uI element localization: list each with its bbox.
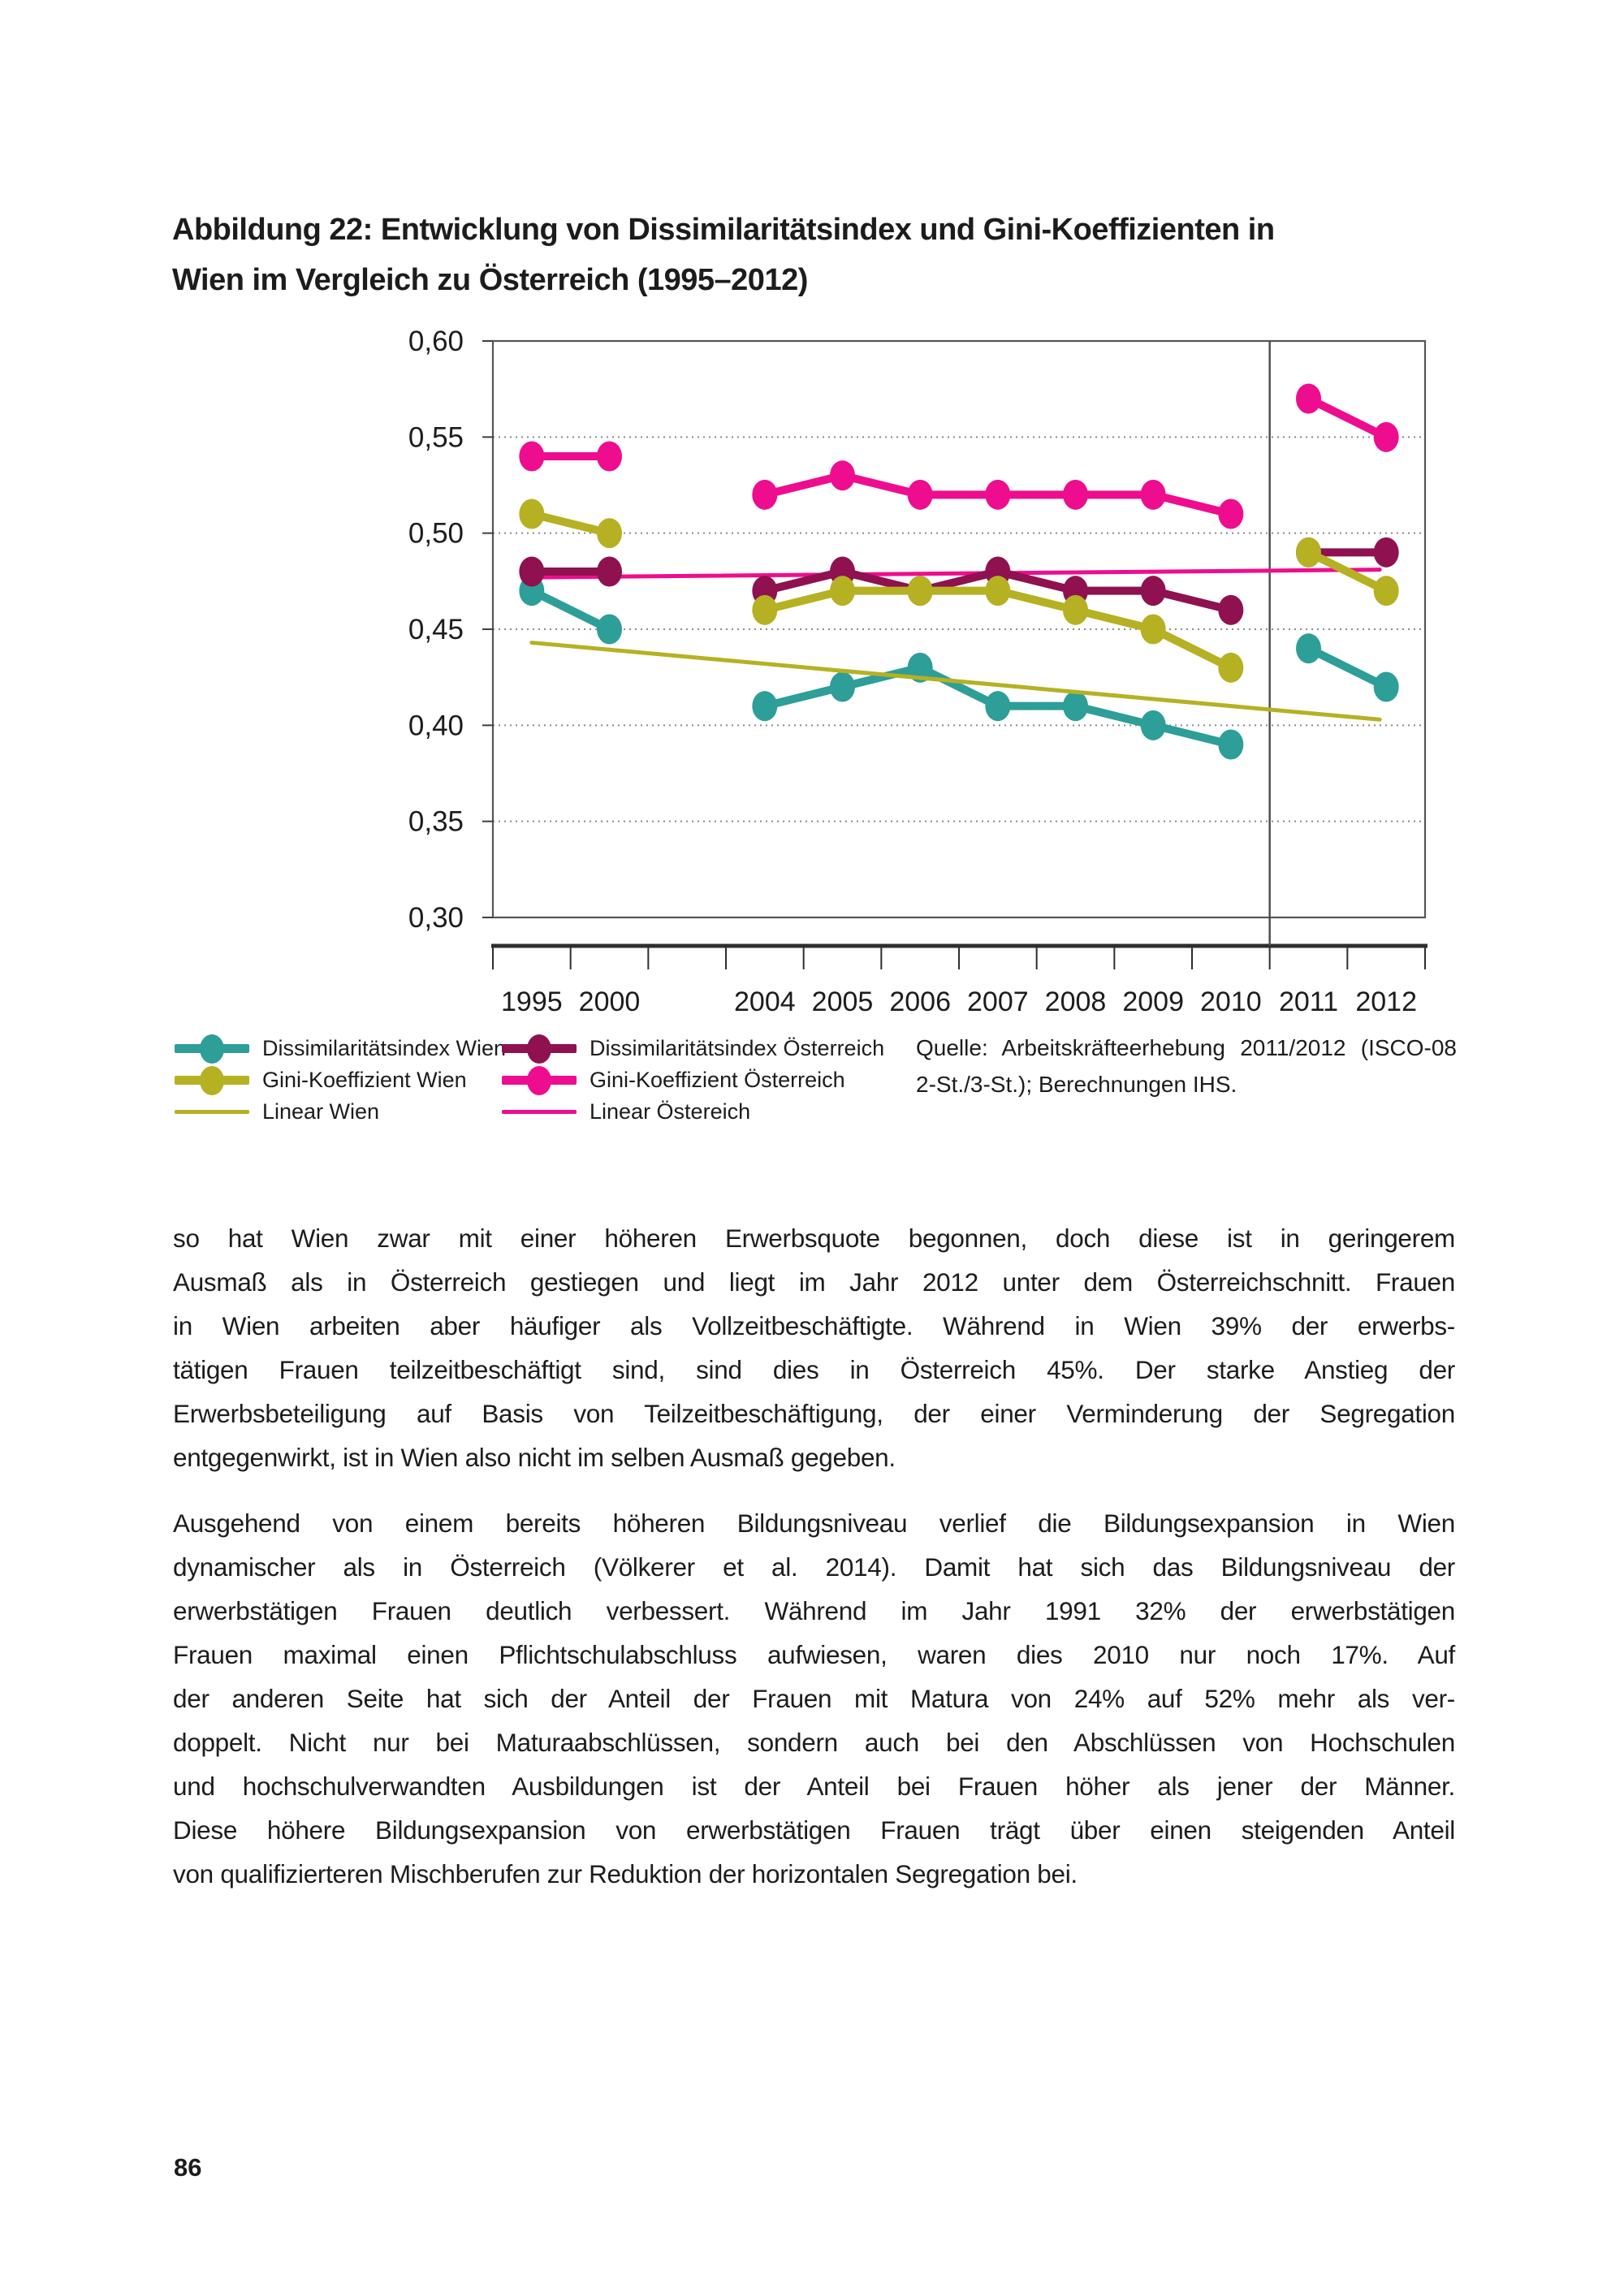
legend-label: Gini-Koeffizient Wien xyxy=(262,1068,467,1092)
svg-text:2010: 2010 xyxy=(1200,986,1262,1017)
text-line: tätigen Frauen teilzeitbeschäftigt sind,… xyxy=(173,1355,1455,1384)
svg-text:2000: 2000 xyxy=(579,986,641,1017)
legend-item: Linear Wien xyxy=(175,1096,516,1128)
svg-text:2011: 2011 xyxy=(1279,986,1338,1017)
svg-text:0,35: 0,35 xyxy=(408,806,464,838)
chart-legend-column-right: Dissimilaritätsindex Österreich Gini-Koef… xyxy=(502,1033,884,1128)
chart-legend-column-left: Dissimilaritätsindex Wien Gini-Koeffizien… xyxy=(175,1033,516,1128)
text-line: Ausgehend von einem bereits höheren Bild… xyxy=(173,1509,1455,1538)
text-line: Ausmaß als in Österreich gestiegen und l… xyxy=(173,1267,1455,1297)
svg-text:0,30: 0,30 xyxy=(408,902,464,934)
figure-title-line-1: Abbildung 22: Entwicklung von Dissimilar… xyxy=(172,213,1275,247)
legend-item: Gini-Koeffizient Wien xyxy=(175,1064,516,1096)
dissimilarity-gini-line-chart: 0,60 0,55 0,50 0,45 0,40 0,35 0,30 1995 2000 2004… xyxy=(408,326,1427,1017)
svg-text:2005: 2005 xyxy=(812,986,874,1017)
legend-line-marker-icon xyxy=(502,1110,577,1114)
text-line: Erwerbsbeteiligung auf Basis von Teilzei… xyxy=(173,1399,1455,1428)
body-paragraph-2: Ausgehend von einem bereits höheren Bild… xyxy=(173,1501,1455,1896)
svg-text:2006: 2006 xyxy=(889,986,951,1017)
source-line-1: Quelle: Arbeitskräfteerhebung 2011/2012 … xyxy=(916,1035,1457,1060)
svg-text:1995: 1995 xyxy=(501,986,563,1017)
legend-label: Dissimilaritätsindex Österreich xyxy=(590,1036,885,1060)
svg-text:0,50: 0,50 xyxy=(408,518,464,550)
svg-text:0,40: 0,40 xyxy=(408,710,464,741)
body-paragraph-1: so hat Wien zwar mit einer höheren Erwer… xyxy=(173,1216,1455,1479)
text-line: in Wien arbeiten aber häufiger als Vollz… xyxy=(173,1311,1455,1340)
legend-item: Dissimilaritätsindex Österreich xyxy=(502,1033,884,1064)
legend-label: Linear Östereich xyxy=(590,1099,751,1124)
legend-item: Linear Östereich xyxy=(502,1096,843,1128)
legend-item: Dissimilaritätsindex Wien xyxy=(175,1033,516,1064)
figure-title: Abbildung 22: Entwicklung von Dissimilar… xyxy=(172,205,1553,305)
svg-text:2012: 2012 xyxy=(1355,986,1417,1017)
legend-line-dot-marker-icon xyxy=(502,1065,577,1095)
legend-line-dot-marker-icon xyxy=(502,1034,577,1064)
text-line: von qualifizierteren Mischberufen zur Re… xyxy=(173,1859,1078,1888)
svg-text:2007: 2007 xyxy=(967,986,1029,1017)
legend-line-marker-icon xyxy=(175,1110,249,1114)
text-line: so hat Wien zwar mit einer höheren Erwer… xyxy=(173,1224,1455,1253)
svg-text:0,60: 0,60 xyxy=(408,326,464,357)
source-line-2: 2-St./3-St.); Berechnungen IHS. xyxy=(916,1072,1237,1097)
text-line: doppelt. Nicht nur bei Maturaabschlüssen… xyxy=(173,1728,1455,1757)
text-line: dynamischer als in Österreich (Völkerer … xyxy=(173,1552,1455,1582)
svg-text:2008: 2008 xyxy=(1045,986,1107,1017)
page-number: 86 xyxy=(174,2153,202,2182)
legend-label: Linear Wien xyxy=(262,1099,380,1124)
text-line: Diese höhere Bildungsexpansion von erwer… xyxy=(173,1815,1455,1845)
text-line: erwerbstätigen Frauen deutlich verbesser… xyxy=(173,1596,1455,1625)
legend-item: Gini-Koeffizient Österreich xyxy=(502,1064,845,1096)
svg-text:2004: 2004 xyxy=(734,986,796,1017)
figure-source-note: Quelle: Arbeitskräfteerhebung 2011/2012 … xyxy=(916,1029,1457,1103)
figure-title-line-2: Wien im Vergleich zu Österreich (1995–20… xyxy=(172,263,808,297)
legend-line-dot-marker-icon xyxy=(175,1034,249,1064)
legend-label: Gini-Koeffizient Österreich xyxy=(590,1068,845,1092)
svg-text:0,45: 0,45 xyxy=(408,614,464,645)
text-line: entgegenwirkt, ist in Wien also nicht im… xyxy=(173,1443,896,1472)
text-line: Frauen maximal einen Pflichtschulabschlu… xyxy=(173,1640,1455,1669)
svg-text:2009: 2009 xyxy=(1122,986,1184,1017)
text-line: und hochschulverwandten Ausbildungen ist… xyxy=(173,1772,1455,1801)
legend-line-dot-marker-icon xyxy=(175,1065,249,1095)
text-line: der anderen Seite hat sich der Anteil de… xyxy=(173,1684,1455,1713)
svg-text:0,55: 0,55 xyxy=(408,421,464,453)
legend-label: Dissimilaritätsindex Wien xyxy=(262,1036,507,1060)
